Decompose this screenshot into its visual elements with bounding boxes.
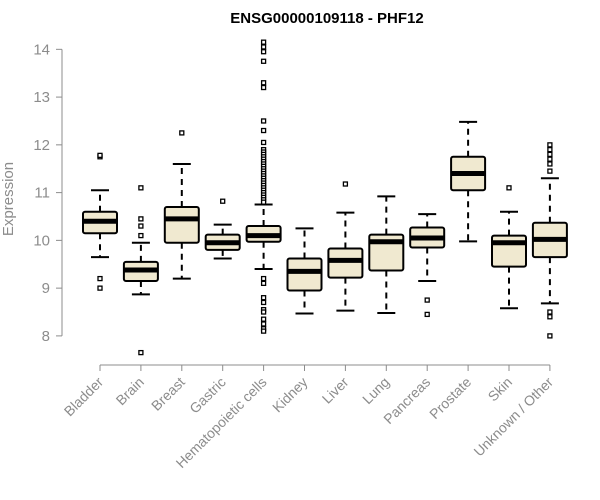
box-liver	[327, 181, 364, 312]
box-breast	[163, 130, 200, 280]
x-tick-label: Bladder	[61, 374, 107, 420]
outlier-point	[138, 185, 144, 191]
outlier-point	[138, 223, 144, 229]
outlier-point	[138, 216, 144, 222]
x-tick-label: Kidney	[269, 374, 311, 416]
x-tick-label: Skin	[485, 374, 516, 405]
y-axis: 8 9 10 11 12 13 14	[33, 41, 63, 345]
iqr-box	[286, 257, 323, 292]
outlier-point	[97, 285, 103, 291]
iqr-box	[491, 234, 527, 268]
box-pancreas	[409, 213, 446, 318]
outlier-point	[260, 199, 267, 205]
outlier-point	[260, 316, 267, 322]
outlier-point	[547, 146, 553, 153]
outlier-point	[260, 118, 267, 124]
plot-area	[82, 39, 568, 356]
y-tick-label: 14	[33, 41, 50, 58]
box-skin	[491, 185, 527, 310]
iqr-box	[163, 205, 200, 244]
y-tick-label: 13	[33, 89, 50, 106]
outlier-point	[179, 130, 185, 136]
outlier-point	[260, 328, 267, 334]
outlier-point	[260, 44, 267, 50]
y-tick-label: 11	[34, 185, 50, 202]
outlier-point	[97, 275, 103, 282]
box-unknown-other	[531, 142, 568, 339]
chart-title: ENSG00000109118 - PHF12	[230, 10, 423, 27]
outlier-point	[97, 152, 103, 159]
outlier-point	[260, 275, 267, 282]
x-tick-label: Brain	[113, 374, 147, 408]
iqr-box	[327, 247, 364, 279]
outlier-point	[260, 309, 267, 315]
outlier-point	[138, 232, 144, 239]
x-tick-label: Breast	[148, 374, 188, 414]
outlier-point	[547, 142, 553, 148]
outlier-point	[547, 314, 553, 320]
y-tick-label: 8	[42, 328, 50, 345]
y-axis-label: Expression	[0, 162, 17, 236]
x-tick-label: Prostate	[426, 374, 474, 422]
outlier-point	[547, 309, 553, 315]
outlier-point	[547, 161, 553, 167]
x-tick-label: Liver	[319, 374, 352, 407]
outlier-point	[260, 295, 267, 301]
outlier-point	[138, 349, 144, 356]
outlier-point	[424, 297, 430, 303]
outlier-point	[424, 311, 430, 318]
outlier-point	[547, 333, 553, 339]
y-tick-label: 12	[33, 137, 50, 154]
box-gastric	[204, 198, 241, 260]
outlier-point	[260, 49, 267, 55]
outlier-point	[547, 156, 553, 162]
box-brain	[122, 185, 159, 356]
y-tick-label: 10	[33, 232, 50, 249]
outlier-point	[260, 58, 267, 64]
outlier-point	[260, 280, 267, 287]
outlier-point	[547, 168, 553, 174]
box-kidney	[286, 227, 323, 315]
outlier-point	[260, 321, 267, 327]
y-tick-label: 9	[42, 280, 50, 297]
outlier-point	[220, 198, 226, 204]
outlier-point	[260, 80, 267, 86]
x-tick-label: Lung	[359, 374, 392, 407]
outlier-point	[506, 185, 512, 191]
outlier-point	[260, 84, 267, 91]
outlier-point	[260, 39, 267, 45]
box-hematopoietic-cells	[245, 39, 282, 334]
outlier-point	[260, 127, 267, 134]
outlier-point	[260, 299, 267, 306]
box-bladder	[82, 152, 118, 291]
outlier-point	[342, 181, 349, 187]
outlier-point	[547, 151, 553, 158]
box-lung	[368, 195, 405, 314]
outlier-point	[260, 139, 267, 146]
box-prostate	[450, 120, 487, 243]
